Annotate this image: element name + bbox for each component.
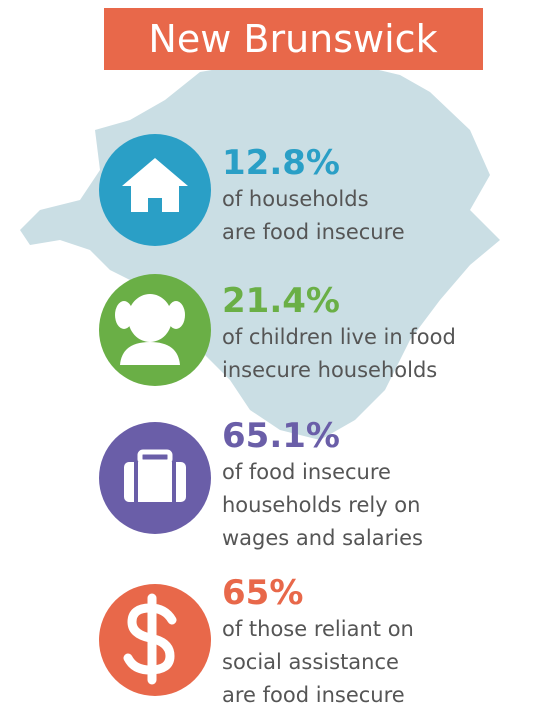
dollar-icon bbox=[123, 593, 177, 685]
description-line: wages and salaries bbox=[222, 526, 423, 550]
description-line: of households bbox=[222, 187, 369, 211]
description-line: of those reliant on bbox=[222, 617, 414, 641]
stat: 12.8% bbox=[222, 143, 340, 183]
description-line: social assistance bbox=[222, 650, 399, 674]
description-line: insecure households bbox=[222, 358, 437, 382]
description-line: households rely on bbox=[222, 493, 420, 517]
house-icon bbox=[122, 158, 188, 212]
child-icon bbox=[115, 294, 185, 365]
description-line: are food insecure bbox=[222, 220, 405, 244]
stat: 65% bbox=[222, 573, 303, 613]
title: New Brunswick bbox=[148, 17, 437, 61]
province-map bbox=[20, 60, 500, 440]
title-banner bbox=[104, 8, 483, 70]
stat: 65.1% bbox=[222, 416, 340, 456]
description-line: of food insecure bbox=[222, 460, 391, 484]
description-line: of children live in food bbox=[222, 325, 456, 349]
description-line: are food insecure bbox=[222, 683, 405, 707]
suitcase-icon bbox=[124, 449, 186, 502]
stat: 21.4% bbox=[222, 281, 340, 321]
